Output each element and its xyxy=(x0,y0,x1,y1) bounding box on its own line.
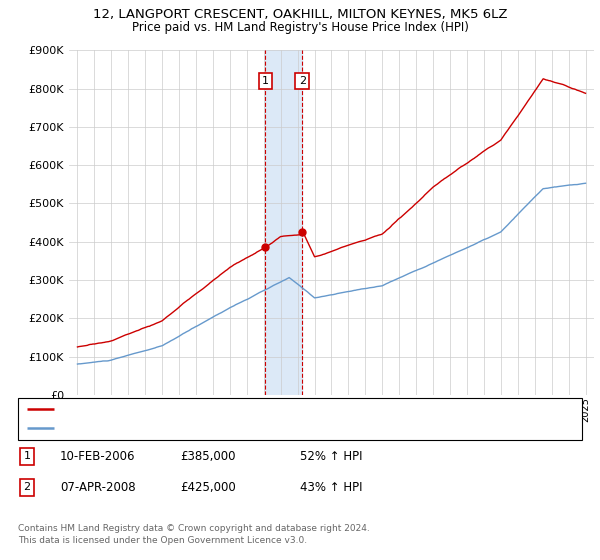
Text: 43% ↑ HPI: 43% ↑ HPI xyxy=(300,480,362,494)
Text: 1: 1 xyxy=(23,451,31,461)
Text: 1: 1 xyxy=(262,76,269,86)
Text: Price paid vs. HM Land Registry's House Price Index (HPI): Price paid vs. HM Land Registry's House … xyxy=(131,21,469,34)
Text: Contains HM Land Registry data © Crown copyright and database right 2024.
This d: Contains HM Land Registry data © Crown c… xyxy=(18,524,370,545)
Text: £425,000: £425,000 xyxy=(180,480,236,494)
Bar xyxy=(265,50,302,395)
Text: £385,000: £385,000 xyxy=(180,450,235,463)
Text: 52% ↑ HPI: 52% ↑ HPI xyxy=(300,450,362,463)
Text: 10-FEB-2006: 10-FEB-2006 xyxy=(60,450,136,463)
Text: 12, LANGPORT CRESCENT, OAKHILL, MILTON KEYNES, MK5 6LZ (detached house): 12, LANGPORT CRESCENT, OAKHILL, MILTON K… xyxy=(60,404,481,414)
Text: 12, LANGPORT CRESCENT, OAKHILL, MILTON KEYNES, MK5 6LZ: 12, LANGPORT CRESCENT, OAKHILL, MILTON K… xyxy=(93,8,507,21)
Text: 07-APR-2008: 07-APR-2008 xyxy=(60,480,136,494)
Text: HPI: Average price, detached house, Milton Keynes: HPI: Average price, detached house, Milt… xyxy=(60,423,325,433)
Text: 2: 2 xyxy=(299,76,306,86)
Text: 2: 2 xyxy=(23,482,31,492)
